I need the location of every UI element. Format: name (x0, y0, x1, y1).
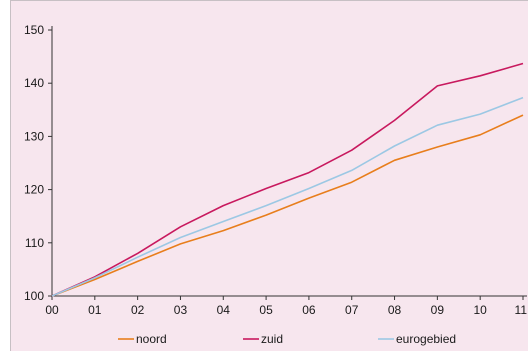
x-tick-label: 07 (345, 303, 359, 317)
y-tick-label: 140 (24, 76, 44, 90)
series-line-eurogebied (51, 96, 524, 297)
x-tick-label: 08 (388, 303, 402, 317)
x-tick-label: 00 (45, 303, 59, 317)
legend-label-noord: noord (136, 332, 167, 346)
axes (48, 26, 527, 300)
series-line-noord (51, 114, 524, 297)
legend: noord zuid eurogebied (118, 332, 456, 346)
y-tick-label: 110 (25, 236, 44, 250)
x-tick-label: 11 (515, 303, 528, 317)
legend-label-zuid: zuid (261, 332, 283, 346)
y-tick-label: 120 (24, 183, 44, 197)
x-tick-label: 04 (217, 303, 231, 317)
x-tick-label: 01 (88, 303, 102, 317)
x-tick-label: 03 (174, 303, 188, 317)
x-tick-label: 09 (431, 303, 445, 317)
legend-label-eurogebied: eurogebied (396, 332, 456, 346)
series-line-zuid (51, 62, 524, 297)
tick-labels: 100 110 120 130 140 150 00 01 02 03 04 05 06 07 08 09 10… (24, 23, 527, 317)
y-tick-label: 150 (24, 23, 44, 37)
x-tick-label: 05 (259, 303, 273, 317)
x-tick-label: 06 (302, 303, 316, 317)
series-lines (51, 62, 524, 297)
left-margin-strip (0, 0, 11, 351)
x-tick-label: 10 (474, 303, 488, 317)
x-tick-label: 02 (131, 303, 145, 317)
top-border (10, 0, 528, 1)
y-tick-label: 130 (24, 129, 44, 143)
y-tick-label: 100 (24, 289, 44, 303)
